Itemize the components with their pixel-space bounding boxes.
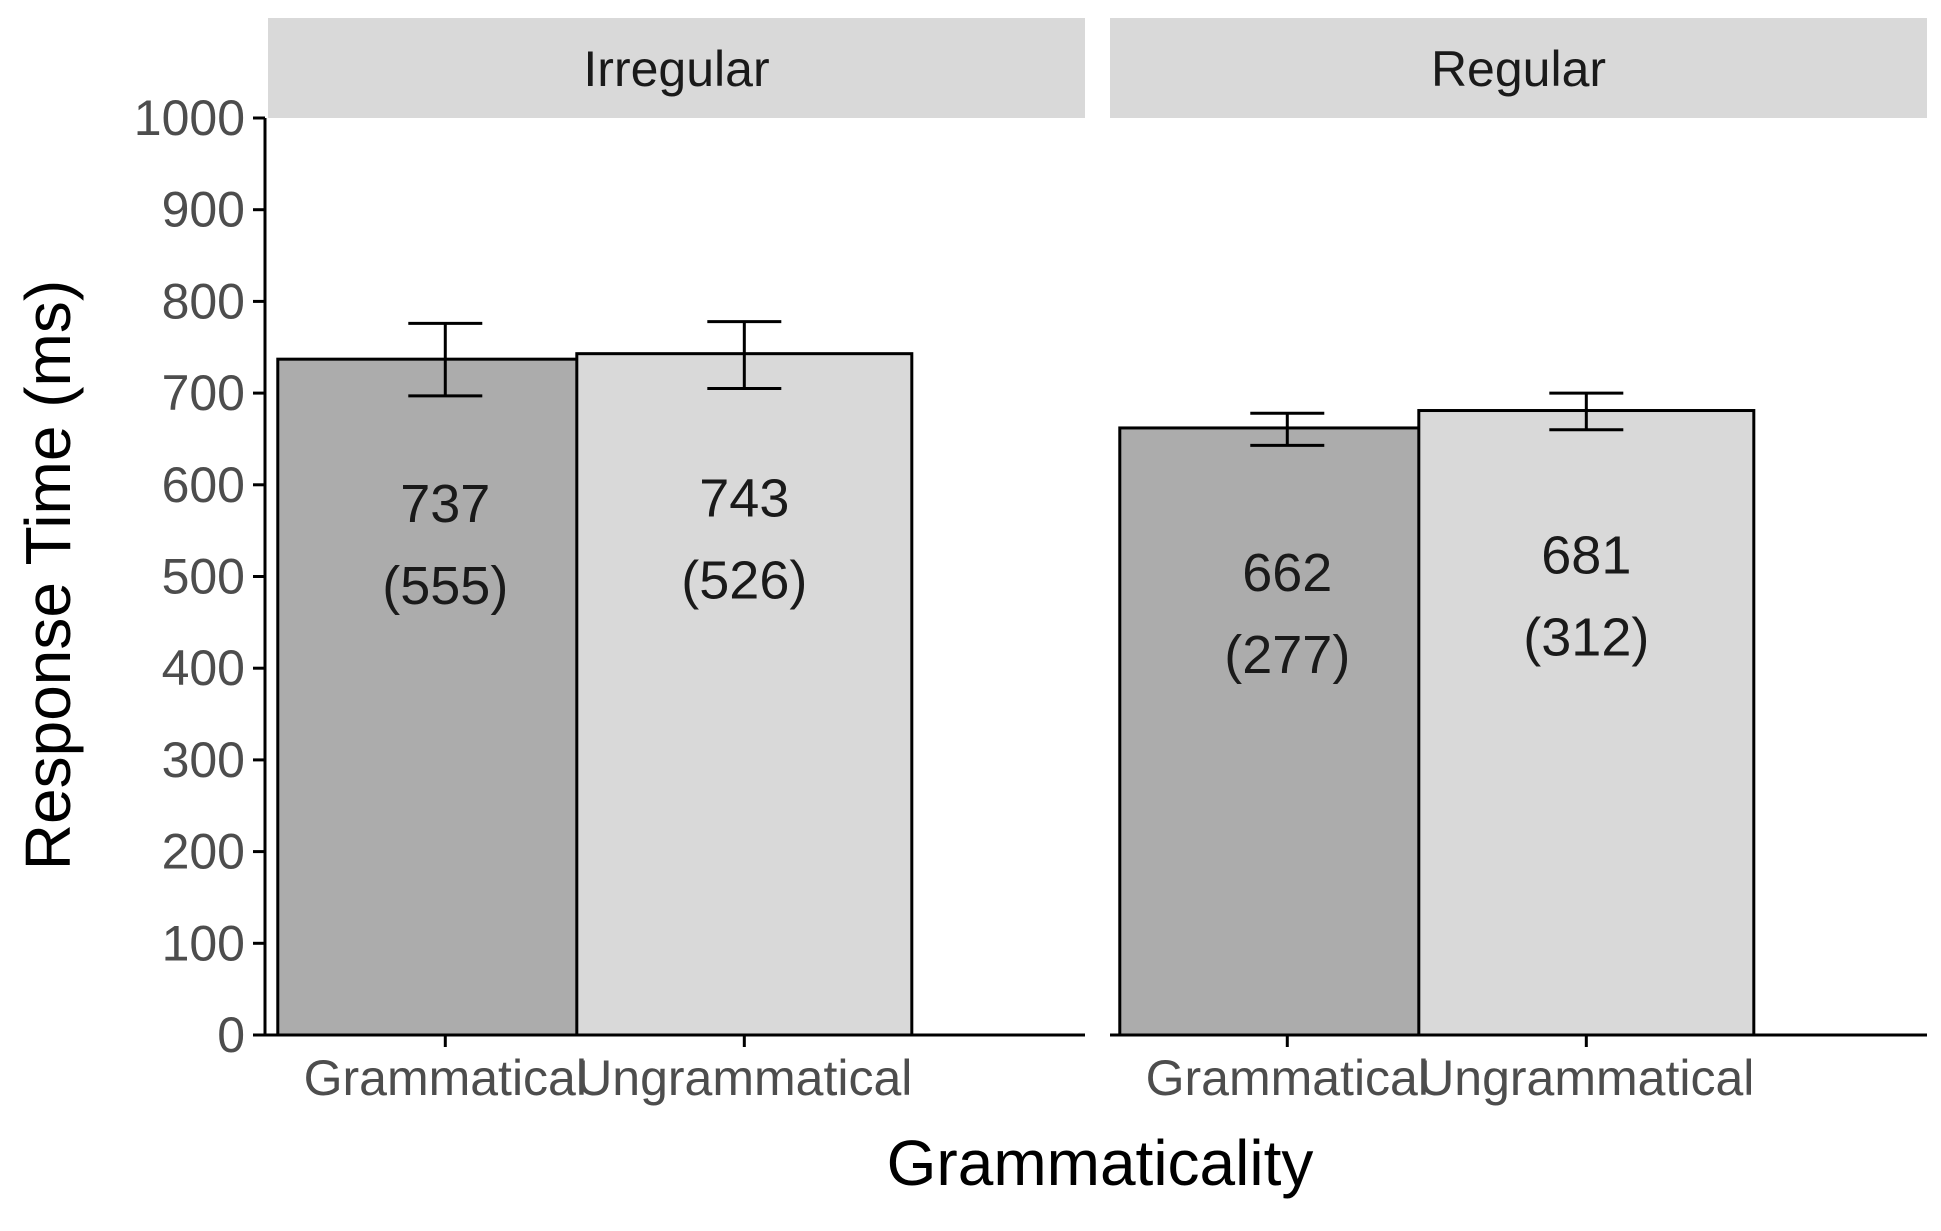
x-tick-label: Ungrammatical [1418, 1050, 1754, 1106]
facet-strip [268, 18, 1085, 118]
x-tick-label: Grammatical [304, 1050, 587, 1106]
bar-value-label: 737 [400, 474, 490, 534]
bar-value-label: 662 [1242, 543, 1332, 603]
bar-sd-label: (555) [382, 556, 508, 616]
x-axis-title: Grammaticality [887, 1127, 1314, 1199]
y-tick-label: 800 [162, 273, 245, 329]
bar-ungrammatical [1417, 409, 1756, 1037]
bar-value-label: 681 [1541, 526, 1631, 586]
bar-grammatical [1118, 426, 1457, 1037]
bar-sd-label: (526) [681, 551, 807, 611]
y-axis-title: Response Time (ms) [12, 280, 84, 870]
y-tick-label: 300 [162, 732, 245, 788]
facet-strip-label: Irregular [583, 41, 769, 97]
facet-panels: Irregular 737 (555) Grammatical 743 (526) Ungr… [265, 18, 1927, 1106]
y-tick-label: 400 [162, 640, 245, 696]
facet-panel-regular: Regular 662 (277) Grammatical 681 (312) Ungram… [1110, 18, 1927, 1106]
facet-strip-label: Regular [1431, 41, 1606, 97]
y-axis: 0 100 200 300 400 500 600 700 800 900 1000 [134, 90, 267, 1063]
x-tick-label: Ungrammatical [576, 1050, 912, 1106]
y-tick-label: 1000 [134, 90, 245, 146]
bar-sd-label: (277) [1224, 625, 1350, 685]
x-tick-label: Grammatical [1146, 1050, 1429, 1106]
y-tick-label: 700 [162, 365, 245, 421]
bar-grammatical [276, 357, 615, 1037]
bar-sd-label: (312) [1523, 608, 1649, 668]
facet-strip [1110, 18, 1927, 118]
y-tick-label: 100 [162, 915, 245, 971]
facet-panel-irregular: Irregular 737 (555) Grammatical 743 (526) Ungr… [265, 18, 1085, 1106]
y-tick-label: 0 [217, 1007, 245, 1063]
y-tick-label: 200 [162, 824, 245, 880]
bar-value-label: 743 [699, 469, 789, 529]
y-tick-label: 600 [162, 457, 245, 513]
y-tick-label: 500 [162, 549, 245, 605]
bar-ungrammatical [575, 352, 914, 1037]
y-tick-label: 900 [162, 182, 245, 238]
